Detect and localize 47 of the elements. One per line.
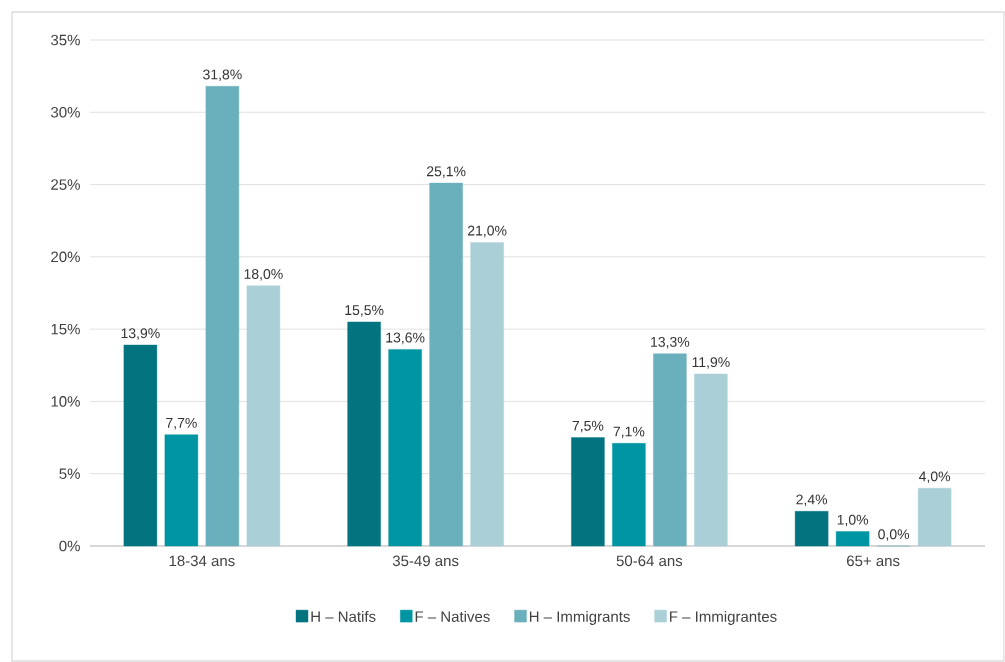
bar (205, 86, 240, 547)
legend-label: H – Natifs (311, 610, 376, 622)
bar (347, 321, 381, 547)
y-tick-label: 15% (51, 323, 80, 335)
data-label: 13,9% (121, 328, 160, 340)
x-tick-label: 50-64 ans (616, 555, 683, 567)
data-label: 0,0% (878, 529, 910, 541)
bar (470, 242, 504, 547)
data-label: 4,0% (918, 471, 951, 483)
bar (571, 437, 605, 547)
y-tick-label: 10% (51, 396, 80, 407)
y-tick-label: 5% (59, 468, 80, 479)
x-tick-label: 35-49 ans (392, 555, 459, 567)
bar (246, 285, 281, 547)
y-tick-label: 35% (51, 34, 80, 46)
data-label: 1,0% (837, 514, 869, 527)
legend-label: H – Immigrants (529, 610, 630, 625)
x-tick-label: 65+ ans (847, 555, 900, 567)
bar (612, 443, 646, 547)
data-label: 31,8% (203, 69, 242, 82)
data-label: 7,1% (613, 426, 645, 439)
data-label: 25,1% (426, 166, 466, 178)
data-label: 7,5% (572, 420, 604, 433)
bar (653, 353, 687, 547)
bar (164, 434, 199, 547)
legend-label: F – Immigrantes (670, 610, 777, 625)
data-label: 7,7% (166, 417, 197, 430)
data-label: 15,5% (345, 305, 384, 317)
data-label: 18,0% (244, 268, 283, 281)
y-tick-label: 20% (51, 251, 80, 263)
bar (429, 182, 463, 547)
y-tick-label: 25% (51, 179, 80, 190)
data-label: 11,9% (692, 357, 730, 369)
data-label: 13,3% (651, 336, 690, 349)
bar (694, 373, 728, 547)
bar (917, 487, 952, 547)
bar (794, 511, 829, 547)
bar (388, 349, 422, 547)
data-label: 21,0% (467, 225, 507, 238)
bar (835, 531, 870, 547)
y-tick-label: 0% (59, 540, 80, 552)
legend-label: F – Natives (415, 610, 490, 622)
data-label: 13,6% (386, 332, 425, 345)
data-label: 2,4% (796, 494, 828, 507)
x-tick-label: 18-34 ans (169, 555, 235, 567)
y-tick-label: 30% (51, 106, 80, 118)
bar (123, 344, 158, 547)
